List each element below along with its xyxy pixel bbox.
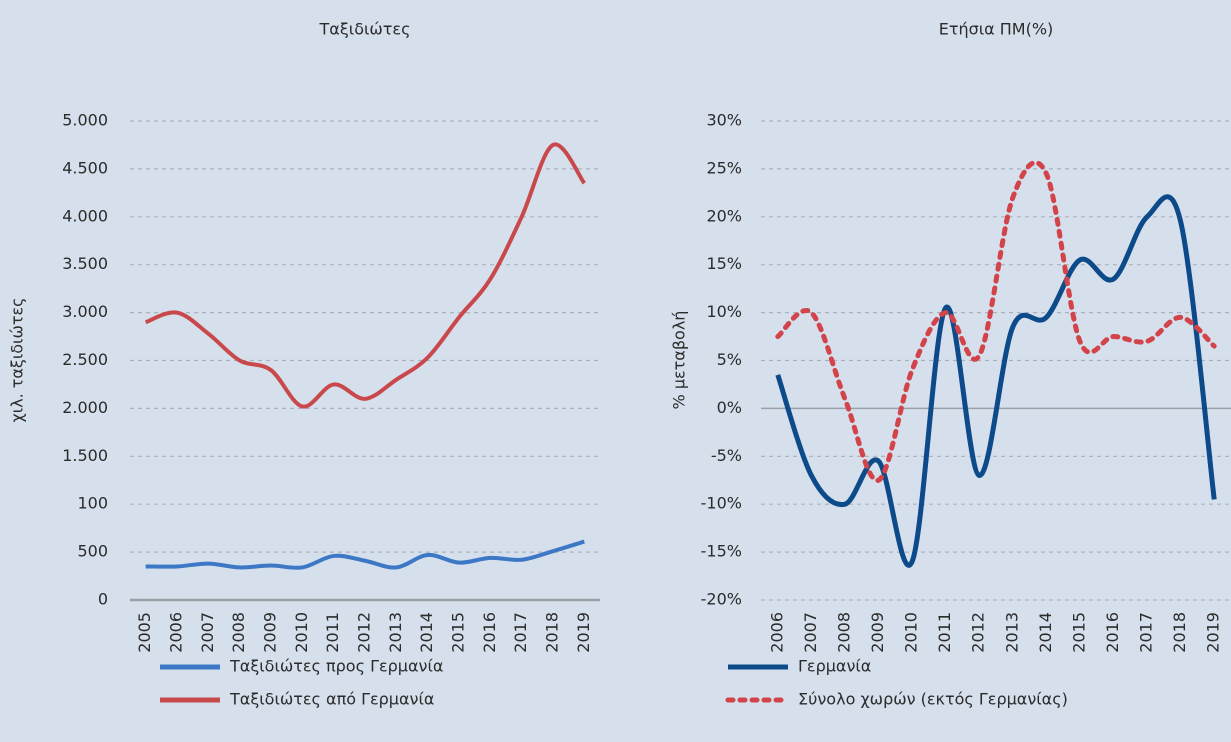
y-tick-label: -20% bbox=[701, 590, 742, 609]
y-tick-label: 100 bbox=[77, 494, 108, 513]
x-tick-label: 2016 bbox=[1103, 612, 1122, 653]
x-tick-label: 2019 bbox=[574, 612, 593, 653]
x-tick-label: 2007 bbox=[801, 612, 820, 653]
y-tick-label: 3.000 bbox=[62, 302, 108, 321]
y-tick-label: -15% bbox=[701, 542, 742, 561]
x-tick-label: 2011 bbox=[935, 612, 954, 653]
x-tick-label: 2007 bbox=[198, 612, 217, 653]
x-tick-label: 2014 bbox=[1036, 612, 1055, 653]
x-tick-label: 2005 bbox=[135, 612, 154, 653]
y-axis-title: χιλ. ταξιδιώτες bbox=[8, 297, 27, 422]
x-tick-label: 2015 bbox=[449, 612, 468, 653]
x-tick-label: 2018 bbox=[1170, 612, 1189, 653]
y-tick-label: 1.500 bbox=[62, 446, 108, 465]
y-tick-label: -10% bbox=[701, 494, 742, 513]
y-tick-label: 5.000 bbox=[62, 111, 108, 130]
x-tick-label: 2006 bbox=[767, 612, 786, 653]
y-tick-label: 0 bbox=[98, 590, 108, 609]
x-tick-label: 2009 bbox=[868, 612, 887, 653]
x-tick-label: 2009 bbox=[261, 612, 280, 653]
x-tick-label: 2008 bbox=[834, 612, 853, 653]
y-tick-label: 3.500 bbox=[62, 254, 108, 273]
y-tick-label: 4.500 bbox=[62, 158, 108, 177]
x-tick-label: 2017 bbox=[511, 612, 530, 653]
y-tick-label: -5% bbox=[711, 446, 742, 465]
series-line bbox=[145, 539, 585, 570]
series-line bbox=[775, 194, 1217, 568]
x-tick-label: 2017 bbox=[1137, 612, 1156, 653]
y-tick-label: 15% bbox=[706, 254, 742, 273]
chart-title: Ετήσια ΠΜ(%) bbox=[939, 20, 1054, 39]
x-tick-label: 2018 bbox=[543, 612, 562, 653]
legend-label: Σύνολο χωρών (εκτός Γερμανίας) bbox=[798, 690, 1068, 709]
y-tick-label: 10% bbox=[706, 302, 742, 321]
series-line bbox=[775, 160, 1217, 483]
chart-title: Ταξιδιώτες bbox=[319, 20, 411, 39]
x-tick-label: 2011 bbox=[323, 612, 342, 653]
y-tick-label: 2.500 bbox=[62, 350, 108, 369]
x-tick-label: 2006 bbox=[167, 612, 186, 653]
legend-label: Ταξιδιώτες προς Γερμανία bbox=[229, 657, 443, 676]
y-tick-label: 4.000 bbox=[62, 206, 108, 225]
y-axis-title: % μεταβολή bbox=[670, 311, 689, 410]
y-tick-label: 25% bbox=[706, 158, 742, 177]
y-tick-label: 20% bbox=[706, 206, 742, 225]
x-tick-label: 2012 bbox=[969, 612, 988, 653]
legend-label: Ταξιδιώτες από Γερμανία bbox=[229, 690, 434, 709]
x-tick-label: 2014 bbox=[417, 612, 436, 653]
legend-label: Γερμανία bbox=[798, 657, 871, 676]
x-tick-label: 2013 bbox=[1002, 612, 1021, 653]
x-tick-label: 2013 bbox=[386, 612, 405, 653]
x-tick-label: 2019 bbox=[1204, 612, 1223, 653]
y-tick-label: 5% bbox=[717, 350, 742, 369]
x-tick-label: 2010 bbox=[292, 612, 311, 653]
y-tick-label: 30% bbox=[706, 111, 742, 130]
x-tick-label: 2010 bbox=[902, 612, 921, 653]
y-tick-label: 0% bbox=[717, 398, 742, 417]
x-tick-label: 2016 bbox=[480, 612, 499, 653]
y-tick-label: 500 bbox=[77, 542, 108, 561]
x-tick-label: 2008 bbox=[229, 612, 248, 653]
x-tick-label: 2012 bbox=[355, 612, 374, 653]
y-tick-label: 2.000 bbox=[62, 398, 108, 417]
x-tick-label: 2015 bbox=[1069, 612, 1088, 653]
series-line bbox=[144, 142, 586, 409]
